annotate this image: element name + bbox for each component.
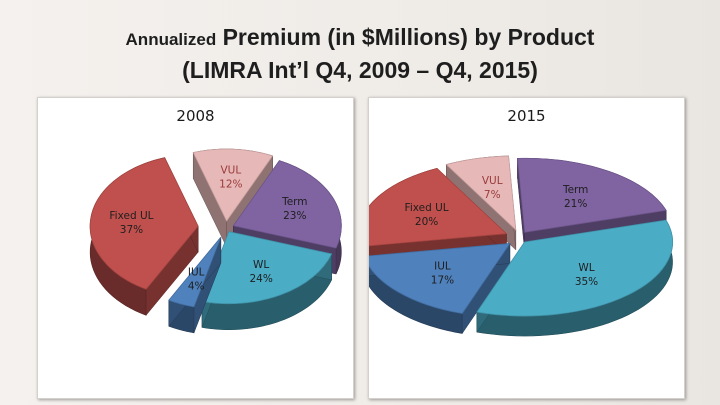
pie-title-2015: 2015 [507, 107, 546, 125]
pie-slice-iul-2008 [168, 236, 222, 334]
title-annualized: Annualized [125, 30, 217, 49]
slice-label-vul-2015: VUL [482, 175, 503, 187]
title-premium: Premium (in $Millions) by Product [222, 24, 595, 50]
pie-slice-vul-2008 [192, 148, 274, 248]
pie-slice-top [369, 167, 508, 247]
pie-panel-2008: 2008 VUL 12% Term 23% WL 24% IUL 4% Fixed UL 37% [37, 97, 354, 399]
slice-label-term-2015: Term [562, 184, 588, 196]
slice-label-wl-2008: WL [253, 259, 269, 271]
pie-slice-top [89, 157, 199, 290]
pie-title-2008: 2008 [176, 107, 215, 125]
slice-label-fixed-ul-2015: Fixed UL [405, 202, 449, 214]
pie-chart-2008: VUL 12% Term 23% WL 24% IUL 4% Fixed UL 37% [89, 148, 342, 334]
pie-panel-2015: 2015 VUL 7% Term 21% WL 35% IUL 17% Fixed UL 20% [368, 97, 685, 399]
slice-label-iul-2008: IUL [188, 267, 205, 279]
pie-slice-top [445, 155, 517, 231]
pie-slice-top [232, 160, 342, 249]
slice-label-vul-2008: VUL [220, 164, 241, 176]
pie-slice-fixed-ul-2008 [89, 157, 199, 316]
pie-slice-iul-2015 [369, 242, 511, 335]
pie-slice-wl-2008 [201, 231, 333, 330]
chart-title: Annualized Premium (in $Millions) by Pro… [0, 22, 720, 85]
slice-label-fixed-ul-2008: Fixed UL [109, 210, 153, 222]
slice-value-term-2008: 23% [283, 210, 306, 222]
pie-slice-top [192, 148, 274, 222]
pie-slice-wl-2015 [476, 218, 673, 337]
pie-slice-top [201, 231, 333, 305]
slice-value-term-2015: 21% [564, 198, 587, 210]
pie-slice-top [476, 219, 673, 317]
pie-slice-top [517, 157, 667, 233]
pie-slice-fixed-ul-2015 [369, 167, 508, 267]
pie-slice-top [168, 236, 222, 308]
pie-slice-vul-2015 [445, 155, 517, 251]
slice-value-iul-2008: 4% [188, 281, 205, 293]
title-line-1: Annualized Premium (in $Millions) by Pro… [0, 22, 720, 55]
slice-label-term-2008: Term [281, 196, 307, 208]
slice-value-iul-2015: 17% [431, 274, 454, 286]
slice-value-wl-2015: 35% [575, 276, 598, 288]
pie-chart-2015: VUL 7% Term 21% WL 35% IUL 17% Fixed UL 20% [369, 155, 673, 337]
title-line-2: (LIMRA Int’l Q4, 2009 – Q4, 2015) [182, 57, 538, 83]
slice-value-fixed-ul-2008: 37% [120, 224, 143, 236]
slice-label-wl-2015: WL [578, 262, 594, 274]
slice-label-iul-2015: IUL [434, 260, 451, 272]
slice-value-vul-2015: 7% [484, 189, 501, 201]
slice-value-wl-2008: 24% [249, 273, 272, 285]
slice-value-vul-2008: 12% [219, 178, 242, 190]
pie-slice-top [369, 242, 511, 314]
slice-value-fixed-ul-2015: 20% [415, 216, 438, 228]
